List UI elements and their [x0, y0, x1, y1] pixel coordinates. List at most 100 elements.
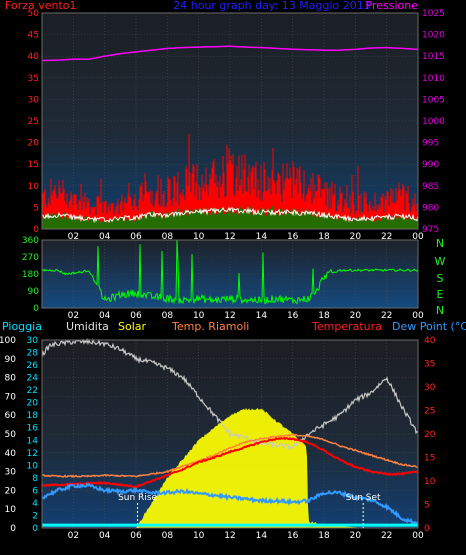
rain-y-tick-label: 10 — [5, 505, 17, 515]
solar-y-tick-label: 30 — [27, 336, 39, 346]
pressure-y-tick-label: 980 — [422, 203, 439, 213]
rain-y-tick-label: 100 — [0, 336, 16, 346]
solar-y-tick-label: 22 — [27, 386, 38, 396]
solar-y-tick-label: 6 — [32, 486, 38, 496]
direction-y-axis: 0 90 180 270 360 — [22, 236, 39, 314]
compass-w: W — [435, 255, 446, 268]
x-tick-label: 12 — [224, 531, 235, 541]
x-tick-label: 02 — [68, 531, 79, 541]
sunrise-label: Sun Rise — [118, 493, 157, 503]
feels-like-label: Temp. Riamoli — [171, 320, 249, 333]
pressure-line — [42, 45, 419, 62]
x-tick-label: 10 — [193, 531, 205, 541]
x-tick-label: 00 — [412, 232, 424, 242]
temperature-y-tick-label: 35 — [424, 360, 435, 370]
direction-y-tick-label: 90 — [28, 287, 40, 297]
x-tick-label: 22 — [381, 531, 392, 541]
rain-y-tick-label: 90 — [5, 355, 17, 365]
thermo-panel-frame — [41, 339, 419, 529]
direction-y-tick-label: 0 — [33, 304, 39, 314]
sun-markers: Sun Rise Sun Set — [118, 493, 381, 528]
wind-y-tick-label: 20 — [28, 139, 40, 149]
x-tick-label: 20 — [350, 531, 362, 541]
solar-y-tick-label: 14 — [27, 436, 39, 446]
temperature-label: Temperatura — [311, 320, 382, 333]
direction-y-tick-label: 270 — [22, 253, 39, 263]
gust-area — [42, 203, 418, 229]
thermo-x-axis: 02 04 06 08 10 12 14 16 18 20 22 00 — [68, 531, 424, 541]
rain-y-tick-label: 60 — [5, 411, 17, 421]
pressure-y-axis: 975 980 985 990 995 1000 1005 1010 1015 1020 1025 — [422, 9, 445, 235]
compass-n-bottom: N — [436, 304, 444, 317]
rain-label: Pioggia — [2, 320, 42, 333]
x-tick-label: 06 — [130, 311, 142, 321]
x-tick-label: 04 — [99, 311, 111, 321]
temperature-y-tick-label: 15 — [424, 454, 435, 464]
feels-like-line — [41, 433, 419, 478]
solar-y-tick-label: 16 — [27, 424, 39, 434]
pressure-y-tick-label: 1015 — [422, 52, 445, 62]
x-tick-label: 14 — [256, 232, 268, 242]
pressure-y-tick-label: 1000 — [422, 117, 445, 127]
compass-n-top: N — [436, 237, 444, 250]
temperature-y-tick-label: 0 — [424, 524, 430, 534]
solar-y-tick-label: 20 — [27, 399, 39, 409]
temperature-y-tick-label: 20 — [424, 430, 436, 440]
direction-y-tick-label: 180 — [22, 270, 39, 280]
pressure-y-tick-label: 995 — [422, 139, 439, 149]
rain-y-tick-label: 80 — [5, 374, 17, 384]
x-tick-label: 00 — [412, 311, 424, 321]
rain-y-tick-label: 40 — [5, 449, 17, 459]
wind-y-tick-label: 35 — [28, 74, 39, 84]
dew-point-label: Dew Point (°C) — [392, 320, 466, 333]
thermo-series — [41, 337, 419, 528]
x-tick-label: 02 — [68, 311, 79, 321]
solar-y-tick-label: 0 — [32, 524, 38, 534]
rain-y-axis: 0 10 20 30 40 50 60 70 80 90 100 — [0, 336, 16, 534]
solar-y-tick-label: 24 — [27, 374, 39, 384]
x-tick-label: 04 — [99, 232, 111, 242]
avg-wind-line — [41, 206, 419, 224]
x-tick-label: 14 — [256, 531, 268, 541]
wind-y-tick-label: 30 — [28, 95, 40, 105]
wind-direction-series — [41, 240, 419, 305]
pressure-y-tick-label: 1020 — [422, 31, 445, 41]
graph-title: 24 hour graph day: 13 Maggio 2013 — [173, 0, 370, 12]
compass-s: S — [437, 272, 444, 285]
sunset-label: Sun Set — [346, 493, 381, 503]
x-tick-label: 06 — [130, 531, 142, 541]
temperature-y-tick-label: 40 — [424, 336, 436, 346]
pressure-label: Pressione — [366, 0, 419, 12]
solar-area — [42, 407, 418, 528]
rain-y-tick-label: 30 — [5, 468, 17, 478]
humidity-line — [41, 337, 419, 451]
wind-panel-frame — [41, 12, 419, 230]
wind-x-axis: 02 04 06 08 10 12 14 16 18 20 22 00 — [68, 232, 424, 242]
direction-x-axis: 02 04 06 08 10 12 14 16 18 20 22 00 — [68, 311, 424, 321]
x-tick-label: 20 — [350, 311, 362, 321]
x-tick-label: 10 — [193, 232, 205, 242]
temperature-line — [41, 436, 419, 489]
x-tick-label: 16 — [287, 531, 299, 541]
wind-y-axis: 0 5 10 15 20 25 30 35 40 45 50 — [28, 9, 40, 235]
x-tick-label: 02 — [68, 232, 79, 242]
wind-y-tick-label: 0 — [33, 225, 39, 235]
solar-y-tick-label: 26 — [27, 361, 39, 371]
rain-y-tick-label: 50 — [5, 430, 17, 440]
x-tick-label: 04 — [99, 531, 111, 541]
solar-y-tick-label: 4 — [32, 499, 38, 509]
x-tick-label: 18 — [318, 531, 330, 541]
wind-y-tick-label: 15 — [28, 160, 39, 170]
pressure-y-tick-label: 1005 — [422, 95, 445, 105]
pressure-y-tick-label: 1010 — [422, 74, 445, 84]
rain-y-tick-label: 70 — [5, 392, 17, 402]
pressure-y-tick-label: 990 — [422, 160, 439, 170]
solar-y-tick-label: 2 — [32, 511, 38, 521]
x-tick-label: 00 — [412, 531, 424, 541]
wind-y-tick-label: 25 — [28, 117, 39, 127]
solar-label: Solar — [118, 320, 147, 333]
wind-y-tick-label: 50 — [28, 9, 40, 19]
solar-y-tick-label: 28 — [27, 349, 39, 359]
